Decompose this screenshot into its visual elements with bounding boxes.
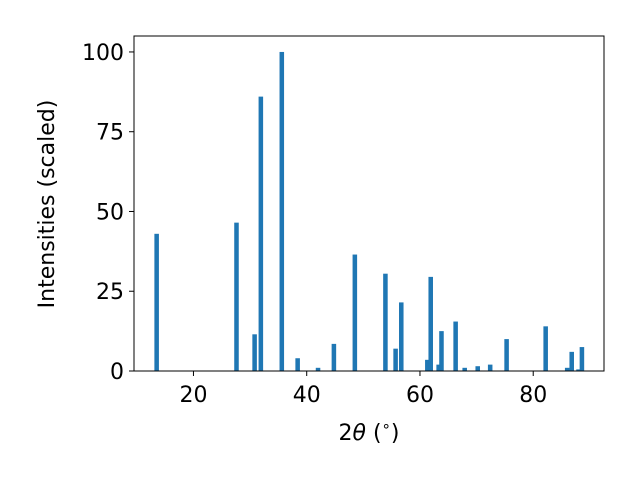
- bar-0: [154, 233, 159, 371]
- y-tick-label-4: 100: [82, 41, 124, 66]
- x-label-part-2: (: [366, 421, 382, 446]
- x-label-degree: ∘: [382, 417, 391, 435]
- x-label-part-0: 2: [338, 421, 352, 446]
- bar-9: [383, 273, 388, 371]
- y-tick-label-1: 25: [96, 280, 124, 305]
- bar-3: [258, 96, 264, 371]
- bar-7: [331, 343, 337, 371]
- x-tick-label-2: 60: [406, 383, 434, 408]
- y-tick-label-2: 50: [96, 200, 124, 225]
- bar-10: [393, 348, 398, 371]
- bar-21: [543, 326, 548, 371]
- bar-12: [425, 359, 430, 371]
- bar-19: [487, 364, 493, 371]
- plot-frame: [133, 35, 605, 372]
- bar-16: [453, 321, 458, 371]
- y-axis-ticks: 0 25 50 75 100: [82, 41, 134, 385]
- x-tick-label-1: 40: [293, 383, 321, 408]
- bar-4: [279, 51, 285, 371]
- bar-2: [252, 334, 257, 371]
- y-tick-label-3: 75: [96, 121, 124, 146]
- bar-11: [399, 302, 404, 371]
- x-label-theta: θ: [352, 421, 366, 446]
- bar-17: [462, 367, 467, 371]
- bar-6: [315, 367, 321, 371]
- x-label-part-4: ): [391, 421, 400, 446]
- y-tick-label-0: 0: [110, 360, 124, 385]
- bar-5: [295, 358, 300, 371]
- x-axis-ticks: 20 40 60 80: [179, 371, 547, 408]
- bars-group: [154, 51, 585, 371]
- bar-13: [428, 276, 433, 371]
- x-axis-label: 2θ (∘): [338, 417, 399, 446]
- bar-15: [439, 331, 444, 371]
- y-axis-label: Intensities (scaled): [35, 100, 60, 309]
- x-tick-label-0: 20: [179, 383, 207, 408]
- x-tick-label-3: 80: [519, 383, 547, 408]
- bar-14: [436, 364, 441, 371]
- bar-22: [564, 367, 570, 371]
- bar-8: [352, 254, 358, 371]
- bar-20: [504, 339, 509, 371]
- bar-18: [475, 366, 480, 371]
- bar-1: [234, 222, 239, 371]
- bar-24: [576, 369, 581, 371]
- bar-25: [579, 347, 585, 371]
- bar-23: [569, 351, 574, 371]
